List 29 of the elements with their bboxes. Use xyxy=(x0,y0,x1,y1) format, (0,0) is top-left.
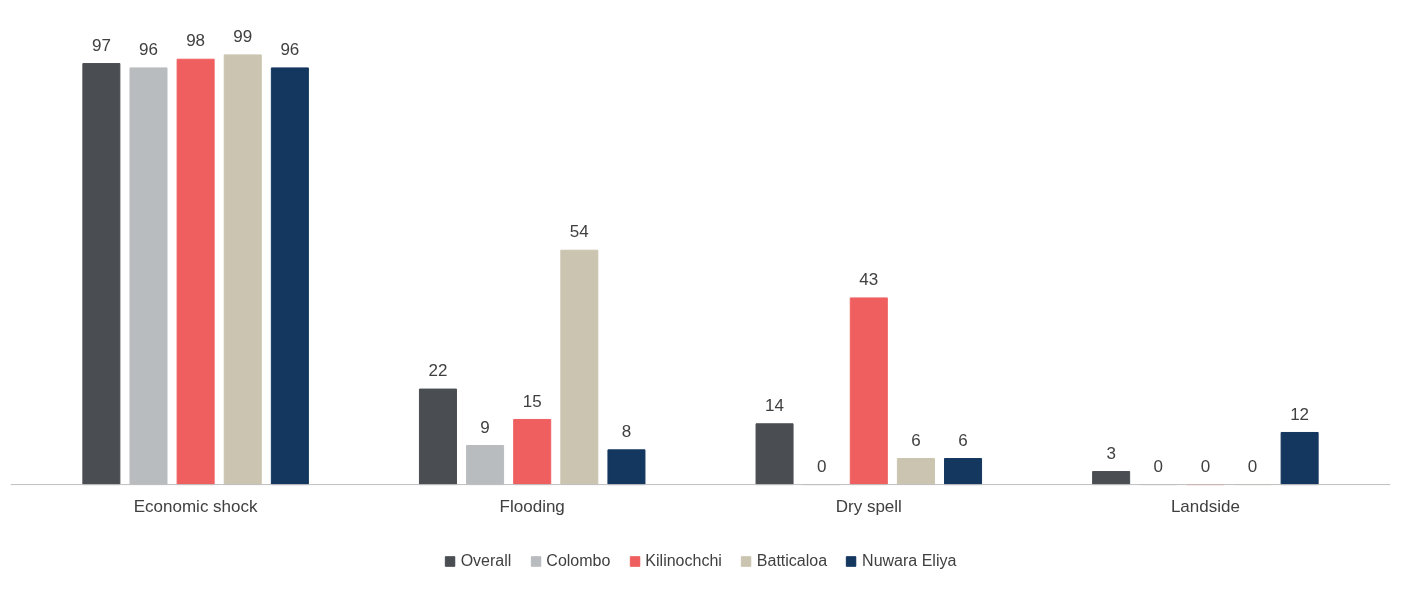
data-label: 14 xyxy=(765,395,785,415)
data-label: 0 xyxy=(1200,456,1211,476)
data-label: 54 xyxy=(569,222,589,242)
data-label: 0 xyxy=(816,456,827,476)
x-tick-label: Dry spell xyxy=(835,497,902,517)
legend-label: Kilinochchi xyxy=(645,552,722,570)
legend-label: Colombo xyxy=(546,552,611,570)
data-label: 6 xyxy=(911,430,921,450)
data-label: 12 xyxy=(1290,404,1310,424)
x-tick-label: Landside xyxy=(1170,497,1240,517)
data-label: 6 xyxy=(958,430,968,450)
x-tick-label: Economic shock xyxy=(133,497,259,517)
data-label: 0 xyxy=(1153,456,1163,476)
x-tick-label: Flooding xyxy=(499,497,565,517)
data-label: 99 xyxy=(233,26,253,46)
data-label: 9 xyxy=(480,417,490,437)
data-label: 97 xyxy=(91,35,111,55)
data-label: 96 xyxy=(139,40,158,60)
data-label: 15 xyxy=(522,391,542,411)
legend-label: Batticaloa xyxy=(756,552,828,570)
data-label: 98 xyxy=(186,31,206,51)
data-label: 8 xyxy=(621,421,632,441)
data-label: 96 xyxy=(280,40,300,60)
data-label: 22 xyxy=(428,361,448,381)
legend-label: Nuwara Eliya xyxy=(862,552,957,570)
data-label: 43 xyxy=(859,270,879,290)
data-label: 0 xyxy=(1247,456,1258,476)
legend-label: Overall xyxy=(460,552,512,570)
data-label: 3 xyxy=(1106,443,1116,463)
